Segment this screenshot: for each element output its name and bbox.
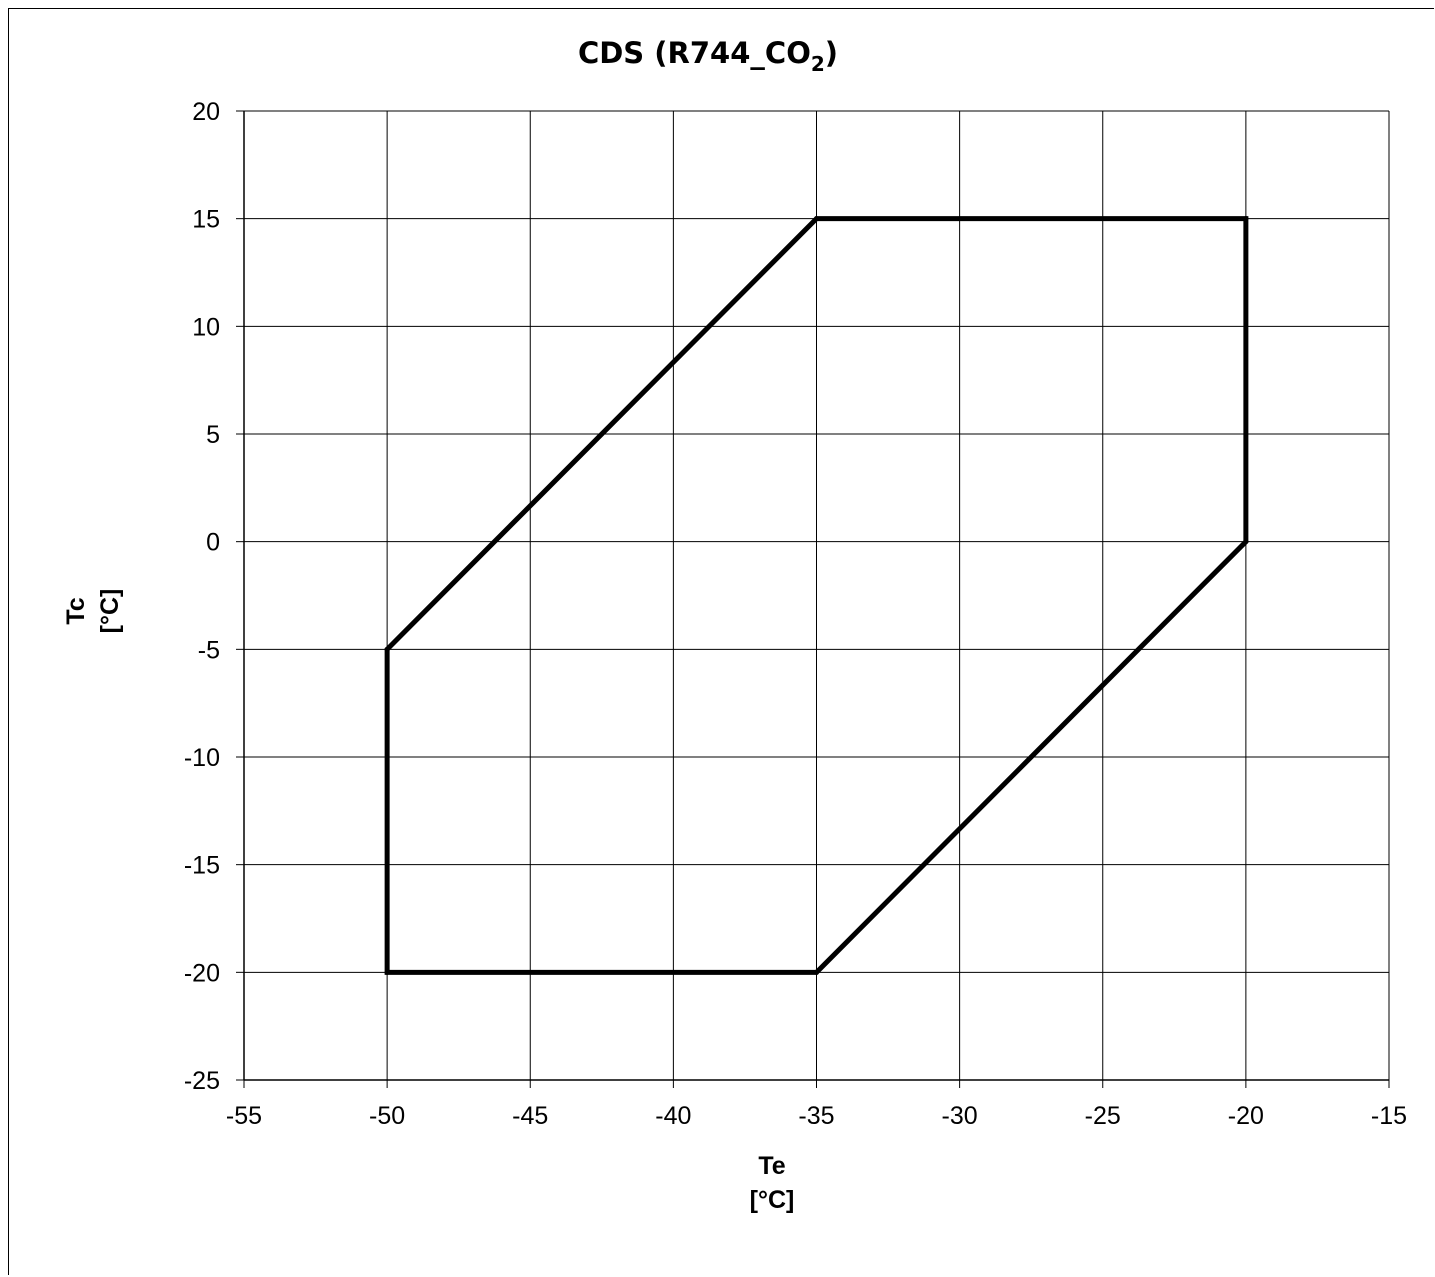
x-axis-title-line2: [°C] [750,1186,795,1214]
x-tick-label-5: -30 [942,1102,978,1130]
envelope-vertex-0-0 [384,646,390,652]
envelope-vertex-0-2 [1243,216,1249,222]
y-tick-label-2: 10 [192,313,220,341]
x-tick-label-2: -45 [512,1102,548,1130]
chart-title-close: ) [825,36,838,70]
y-tick-label-7: -15 [184,852,220,880]
envelope-vertex-0-1 [814,216,819,222]
envelope-vertex-0-5 [384,969,390,975]
x-tick-label-1: -50 [369,1102,405,1130]
y-tick-label-5: -5 [198,636,220,664]
chart-title-main: CDS (R744_CO [578,36,811,70]
x-tick-label-7: -20 [1228,1102,1264,1130]
envelope-vertex-0-3 [1243,539,1249,545]
axis-ticks [236,110,1390,1088]
x-tick-labels: -55 -50 -45 -40 -35 -30 -25 -20 -15 [226,1102,1407,1130]
series-layer [384,216,1249,975]
x-axis-title-line1: Te [758,1152,785,1180]
y-tick-label-8: -20 [184,959,220,987]
y-tick-label-3: 5 [206,421,220,449]
y-tick-label-4: 0 [206,529,220,557]
chart-title: CDS (R744_CO2) [578,36,838,76]
chart-title-subscript: 2 [811,52,825,76]
axes [243,111,1389,1081]
envelope-vertex-0-4 [814,969,819,975]
y-axis-title: Tc [°C] [62,589,124,634]
y-tick-label-0: 20 [192,98,220,126]
y-tick-label-1: 15 [192,206,220,234]
x-tick-label-8: -15 [1371,1102,1407,1130]
x-tick-label-6: -25 [1085,1102,1121,1130]
grid-lines [244,110,1390,1080]
y-axis-title-line1: Tc [62,597,90,624]
x-tick-label-0: -55 [226,1102,262,1130]
x-tick-label-4: -35 [798,1102,834,1130]
y-tick-labels: 20 15 10 5 0 -5 -10 -15 -20 -25 [184,98,220,1095]
x-tick-label-3: -40 [655,1102,691,1130]
y-tick-label-9: -25 [184,1067,220,1095]
y-axis-title-line2: [°C] [96,589,124,634]
y-tick-label-6: -10 [184,744,220,772]
